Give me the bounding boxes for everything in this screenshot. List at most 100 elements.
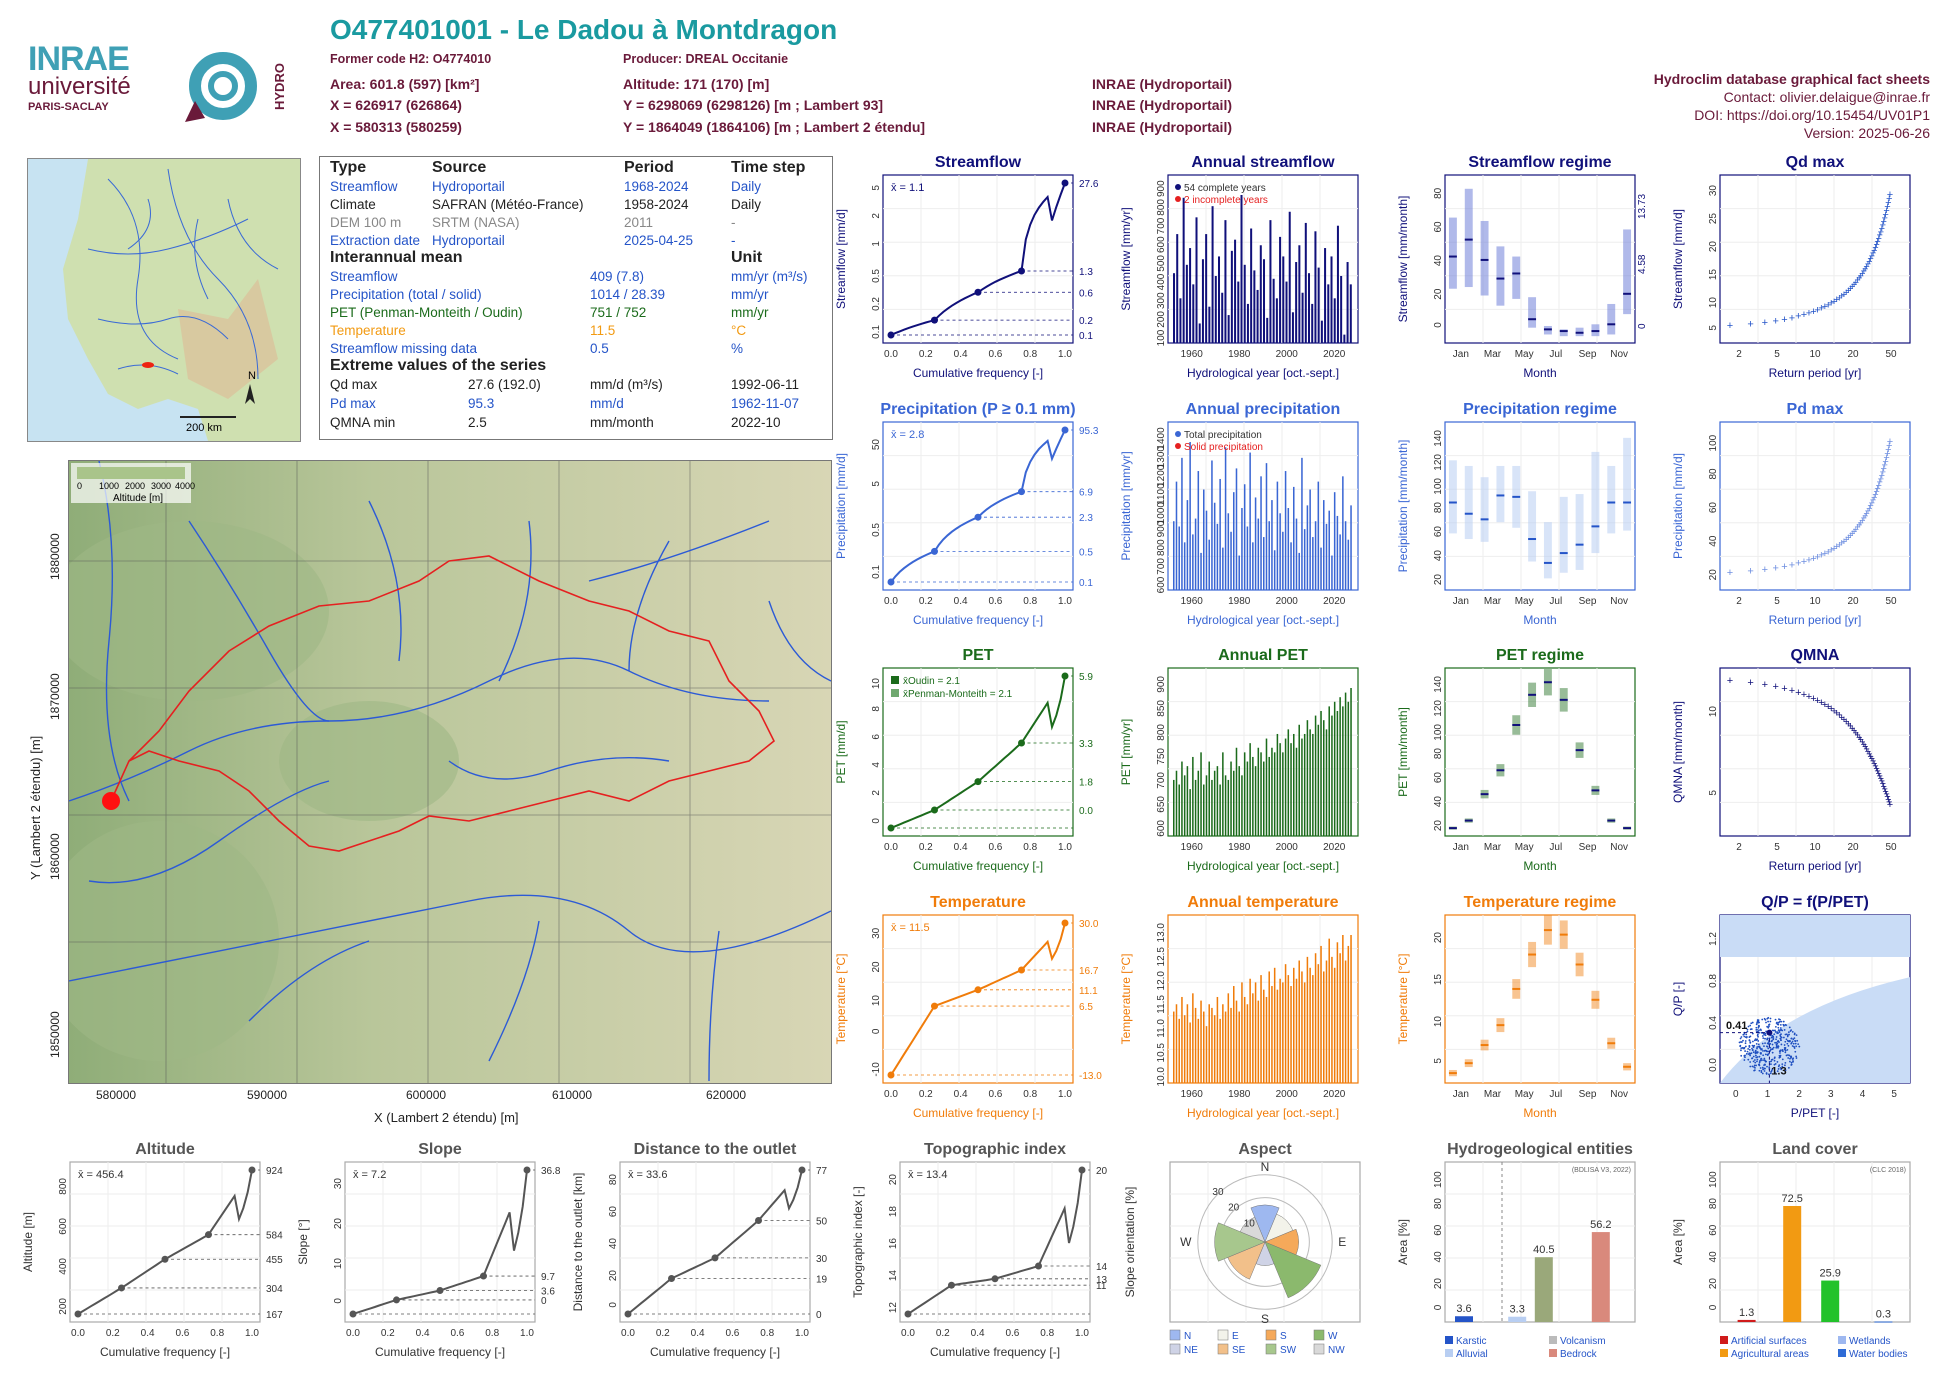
right-tick-label: 6.5 (1079, 1002, 1093, 1013)
bar (1307, 957, 1309, 1083)
y-tick-label: 13.0 (1156, 923, 1167, 943)
legend-swatch (1445, 1349, 1453, 1357)
x-tick-label: May (1515, 596, 1534, 607)
scatter-point (1748, 1045, 1750, 1047)
scatter-point (1775, 1038, 1777, 1040)
scatter-point (1753, 1056, 1755, 1058)
bar (1296, 979, 1298, 1083)
bar (1200, 752, 1202, 836)
y-tick-label: 60 (1433, 772, 1444, 784)
chart-body: 020406080Jan Mar May Jul Sep Nov13.734.580 (1433, 175, 1648, 360)
x-tick-label: 0.8 (485, 1328, 499, 1339)
chart-body: 0.10.20.5125 x̄ = 1.10.0 0.2 0.4 0.6 0.8 1.027… (871, 175, 1099, 360)
x-axis-label: Cumulative frequency [-] (913, 366, 1043, 380)
bar (1252, 542, 1254, 590)
x-tick-label: 0.4 (141, 1328, 155, 1339)
y-tick-label: 900 (1156, 676, 1167, 693)
chart-qmna: 5102 5 10 20 50+ + + + + + + ++++++++++++++++++++++… (1670, 646, 1940, 874)
scatter-point (1772, 1048, 1774, 1050)
x-tick-label: Mar (1484, 596, 1502, 607)
y-axis-label: Temperature [°C] (1119, 954, 1133, 1045)
mean-unit: mm/yr (m³/s) (731, 269, 807, 284)
bar (1288, 729, 1290, 836)
table-cell: 2025-04-25 (624, 233, 693, 248)
scatter-point (1769, 1024, 1771, 1026)
scatter-point (1757, 1040, 1759, 1042)
scatter-point (1785, 1024, 1787, 1026)
bar (1339, 953, 1341, 1083)
bar (1260, 476, 1262, 590)
legend-tick: 2000 (125, 481, 145, 491)
doi[interactable]: DOI: https://doi.org/10.15454/UV01P1 (1654, 106, 1930, 124)
right-tick-label: 584 (266, 1231, 283, 1242)
bar (1315, 953, 1317, 1083)
scatter-point (1777, 1040, 1779, 1042)
right-tick-label: 0.5 (1079, 547, 1093, 558)
scatter-point (1789, 1027, 1791, 1029)
scatter-point (1754, 1069, 1756, 1071)
x-axis-label: Cumulative frequency [-] (913, 859, 1043, 873)
y-tick-label: 8 (871, 706, 882, 712)
contact[interactable]: Contact: olivier.delaigue@inrae.fr (1654, 88, 1930, 106)
bar (1271, 748, 1273, 836)
x-tick-label: 5 (1891, 1089, 1897, 1100)
legend-label: Artificial surfaces (1731, 1336, 1807, 1347)
bar (1198, 1019, 1200, 1083)
bar (1350, 505, 1352, 590)
bar (1331, 716, 1333, 836)
scatter-point (1776, 1036, 1778, 1038)
legend-swatch (1445, 1336, 1453, 1344)
x-tick-label: Jan (1453, 1089, 1469, 1100)
bar (1233, 986, 1235, 1083)
scatter-point (1769, 1061, 1771, 1063)
extreme-date: 1992-06-11 (731, 377, 799, 392)
scatter-point (1756, 1046, 1758, 1048)
bar-legend: Artificial surfacesAgricultural areasSem… (1720, 1336, 1908, 1360)
x-tick-label: 0.8 (1023, 842, 1037, 853)
scatter-point: + (1762, 564, 1768, 576)
scatter-point (1761, 1019, 1763, 1021)
bar (1255, 497, 1257, 590)
y-tick-label: 100 (1433, 724, 1444, 741)
x-tick-label: Mar (1484, 1089, 1502, 1100)
mean-value: 409 (7.8) (590, 269, 644, 284)
scatter-point: + (1781, 683, 1787, 695)
scatter-point (1767, 1048, 1769, 1050)
y-axis-label: Precipitation [mm/month] (1396, 440, 1410, 573)
y-tick-label: 10 (871, 995, 882, 1007)
scatter-point: + (1772, 562, 1778, 574)
y-tick-label: 40 (1433, 550, 1444, 562)
bar (1304, 529, 1306, 590)
scatter-point (1783, 1021, 1785, 1023)
legend-label: NW (1328, 1345, 1345, 1356)
y-tick-label: 20 (1433, 1278, 1444, 1290)
regime-box (1481, 477, 1489, 542)
scatter-point (1764, 1064, 1766, 1066)
map-x-tick: 580000 (96, 1088, 136, 1102)
scatter-point (1759, 1047, 1761, 1049)
bar (1274, 968, 1276, 1083)
chart-qp-ppet: 0.00.40.81.20 1 2 3 4 50.411.3Q/P = f(P/PET)Q… (1670, 893, 1940, 1121)
right-tick-label: 11 (1096, 1281, 1107, 1292)
map-x-tick: 610000 (552, 1088, 592, 1102)
bar (1320, 946, 1322, 1083)
scatter-point: + (1781, 561, 1787, 573)
extreme-value: 2.5 (468, 415, 487, 430)
y-tick-label: 11.5 (1156, 995, 1167, 1014)
x-tick-label: 0.6 (988, 349, 1002, 360)
scatter-point (1776, 1022, 1778, 1024)
y-tick-label: 0.1 (871, 565, 882, 579)
scatter-point (1755, 1057, 1757, 1059)
chart-body: 0204060801001.372.525.90.3(CLC 2018)Arti… (1708, 1162, 1910, 1360)
gauging-station-marker[interactable] (102, 792, 120, 810)
chart-streamflow-cdf: 0.10.20.5125 x̄ = 1.10.0 0.2 0.4 0.6 0.8 1.027… (833, 153, 1103, 381)
x-tick-label: 0.4 (954, 349, 968, 360)
x-tick-label: 0.2 (919, 349, 933, 360)
bar (1203, 490, 1205, 590)
x-tick-label: 0.0 (621, 1328, 635, 1339)
scatter-point (1751, 1058, 1753, 1060)
scatter-point (1790, 1057, 1792, 1059)
y-tick-label: 11.0 (1156, 1019, 1167, 1038)
scatter-point (1784, 1044, 1786, 1046)
x-tick-label: 0.4 (416, 1328, 430, 1339)
